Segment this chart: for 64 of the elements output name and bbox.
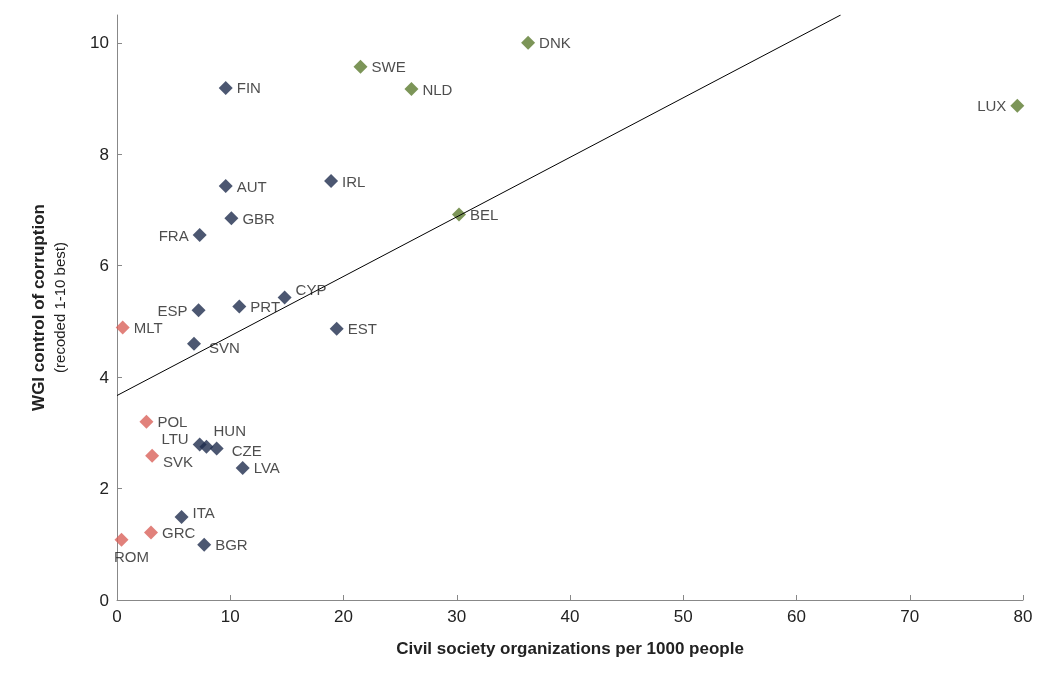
y-tick-label: 4 [99, 367, 109, 387]
point [197, 537, 212, 552]
point [114, 532, 129, 547]
point [329, 321, 344, 336]
data-label: SWE [371, 58, 406, 76]
point [199, 439, 214, 454]
data-label: LUX [977, 97, 1007, 115]
point [232, 299, 247, 314]
x-tick-label: 30 [447, 607, 467, 626]
point [218, 80, 233, 95]
data-label: AUT [236, 177, 267, 195]
data-label: BGR [215, 536, 248, 554]
data-label: CZE [231, 441, 262, 459]
data-label: HUN [213, 422, 246, 440]
y-tick-label: 6 [99, 256, 109, 276]
data-label: SVK [163, 453, 194, 471]
y-tick-label: 10 [90, 33, 109, 53]
x-tick-label: 80 [1013, 607, 1033, 626]
point [324, 174, 339, 189]
data-label: FIN [236, 79, 261, 97]
y-axis-title: WGI control of corruption (recoded 1-10 best) [28, 204, 68, 411]
data-label: ESP [157, 301, 188, 319]
point [145, 448, 160, 463]
point [224, 211, 239, 226]
data-label: LTU [161, 430, 189, 448]
point [191, 303, 206, 318]
x-tick-label: 10 [220, 607, 240, 626]
data-label: LVA [253, 459, 280, 477]
data-label: EST [347, 320, 377, 338]
point [143, 525, 158, 540]
x-axis-title: Civil society organizations per 1000 people [396, 639, 744, 658]
data-label: MLT [133, 319, 163, 337]
point [218, 179, 233, 194]
point [235, 460, 250, 475]
point [139, 414, 154, 429]
y-tick-label: 2 [99, 479, 109, 499]
data-label: POL [157, 413, 188, 431]
data-label: FRA [158, 226, 189, 244]
x-tick-label: 40 [560, 607, 580, 626]
point [353, 59, 368, 74]
x-tick-label: 0 [112, 607, 122, 626]
point [115, 320, 130, 335]
data-label: IRL [342, 172, 366, 190]
point [187, 336, 202, 351]
point [1010, 98, 1025, 113]
y-tick-label: 8 [99, 144, 109, 164]
data-label: ITA [192, 504, 215, 522]
data-label: SVN [209, 339, 240, 357]
point [521, 35, 536, 50]
point [209, 441, 224, 456]
x-tick-label: 60 [787, 607, 806, 626]
y-tick-label: 0 [99, 590, 109, 610]
data-label: GBR [242, 209, 276, 227]
data-label: PRT [250, 297, 281, 315]
data-label: DNK [539, 34, 571, 52]
data-label: GRC [161, 524, 196, 542]
x-tick-label: 70 [900, 607, 920, 626]
data-label: NLD [422, 80, 453, 98]
data-label: BEL [470, 205, 499, 223]
x-tick-label: 50 [673, 607, 693, 626]
point [404, 82, 419, 97]
x-tick-label: 20 [334, 607, 353, 626]
point [174, 509, 189, 524]
point [192, 228, 207, 243]
